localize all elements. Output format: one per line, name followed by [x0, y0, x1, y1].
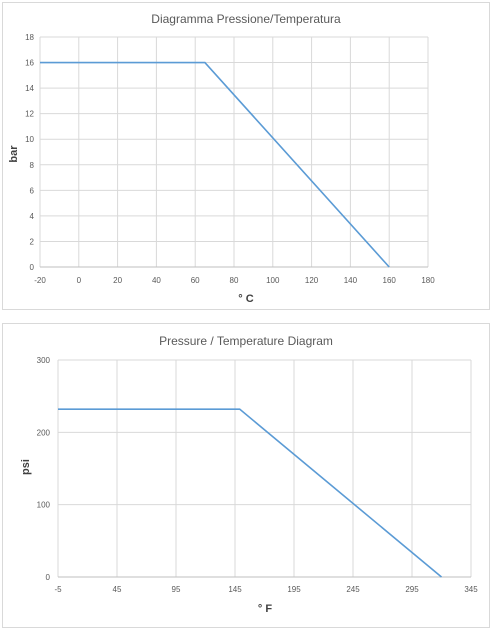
y-tick-label: 200: [37, 428, 51, 437]
x-tick-label: 0: [77, 276, 82, 285]
y-tick-label: 0: [46, 573, 51, 582]
series-line: [58, 408, 443, 578]
y-tick-label: 8: [30, 161, 35, 170]
chart-title: Diagramma Pressione/Temperatura: [151, 12, 341, 26]
gridlines: [57, 359, 472, 578]
x-tick-label: 95: [172, 585, 181, 594]
chart-panel-fahrenheit: Pressure / Temperature Diagram ° F psi -…: [2, 323, 490, 628]
x-tick-label: 145: [228, 585, 242, 594]
y-tick-label: 6: [30, 186, 35, 195]
x-tick-label: 180: [421, 276, 435, 285]
y-axis-label: psi: [20, 459, 32, 475]
x-tick-label: 80: [230, 276, 239, 285]
y-tick-label: 10: [25, 135, 34, 144]
x-axis-label: ° C: [238, 293, 253, 305]
y-tick-label: 18: [25, 33, 34, 42]
y-tick-label: 14: [25, 84, 34, 93]
x-tick-label: 160: [383, 276, 397, 285]
chart-panel-celsius: Diagramma Pressione/Temperatura ° C bar …: [2, 2, 490, 310]
x-axis-label: ° F: [258, 603, 272, 615]
x-tick-label: 295: [405, 585, 419, 594]
x-tick-label: 120: [305, 276, 319, 285]
y-tick-label: 4: [30, 212, 35, 221]
series-line: [40, 61, 390, 268]
pressure-temperature-chart-celsius: Diagramma Pressione/Temperatura ° C bar …: [8, 12, 435, 305]
chart-title: Pressure / Temperature Diagram: [159, 334, 333, 348]
x-tick-label: 245: [346, 585, 360, 594]
y-tick-label: 100: [37, 501, 51, 510]
x-tick-label: 100: [266, 276, 280, 285]
y-tick-label: 2: [30, 237, 35, 246]
y-tick-label: 16: [25, 59, 34, 68]
y-tick-label: 300: [37, 356, 51, 365]
x-tick-label: 45: [113, 585, 122, 594]
y-tick-label: 12: [25, 110, 34, 119]
x-tick-label: 40: [152, 276, 161, 285]
x-tick-label: 195: [287, 585, 301, 594]
x-tick-label: -20: [34, 276, 46, 285]
x-tick-label: -5: [54, 585, 62, 594]
gridlines: [39, 36, 429, 268]
y-tick-label: 0: [30, 263, 35, 272]
x-tick-label: 20: [113, 276, 122, 285]
x-tick-label: 140: [344, 276, 358, 285]
pressure-temperature-chart-fahrenheit: Pressure / Temperature Diagram ° F psi -…: [20, 334, 478, 615]
y-axis-label: bar: [8, 145, 20, 163]
x-tick-label: 60: [191, 276, 200, 285]
x-tick-label: 345: [464, 585, 478, 594]
